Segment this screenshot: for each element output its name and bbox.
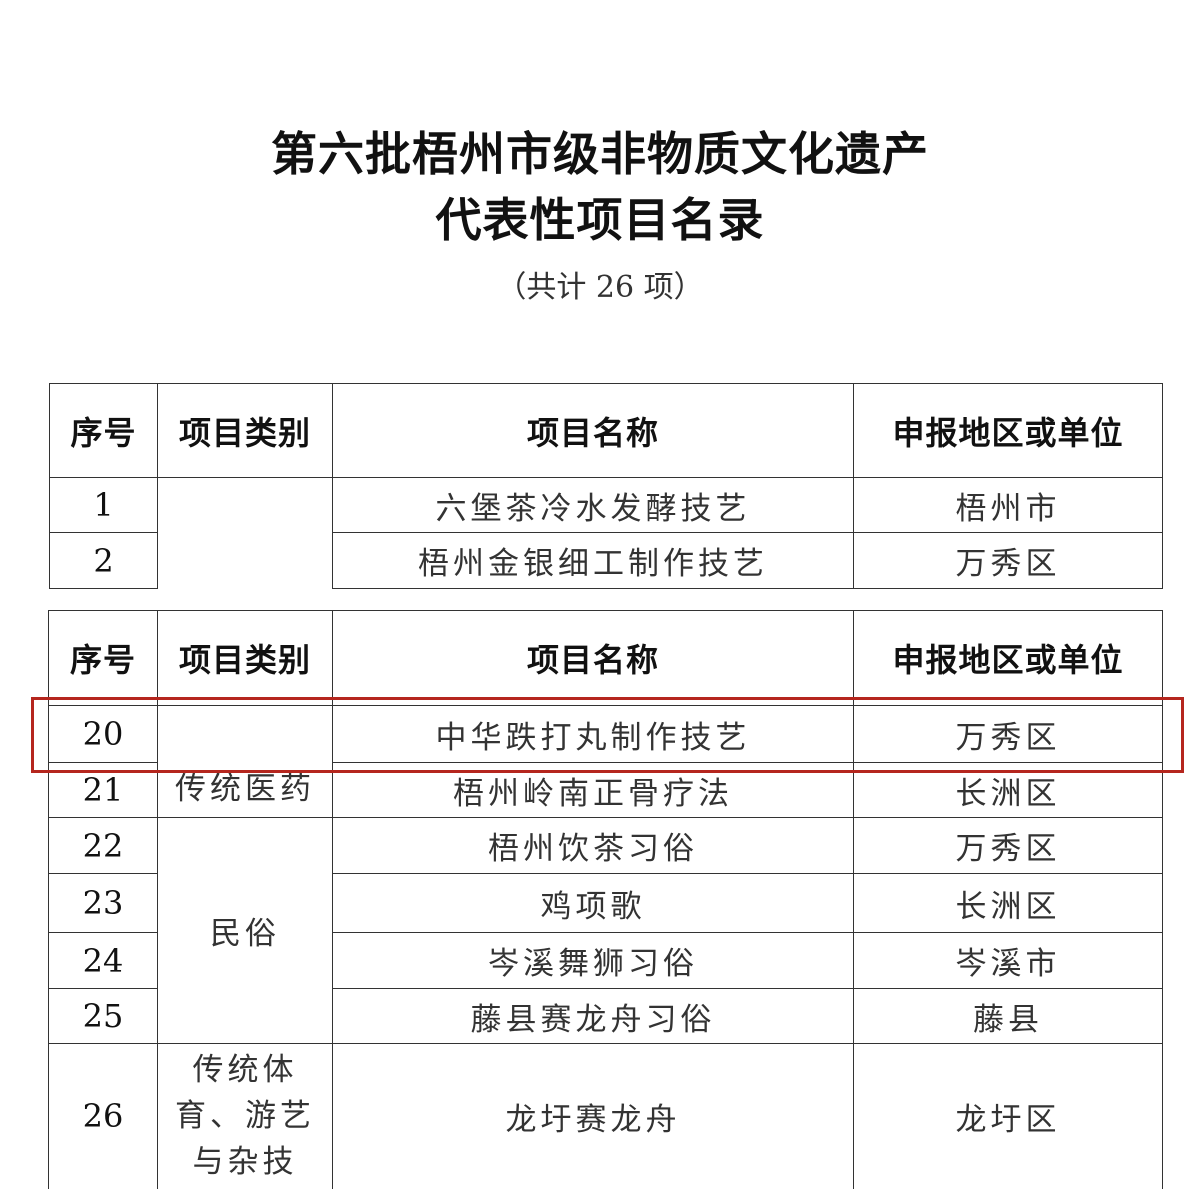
row-region: 龙圩区 [853,1043,1163,1189]
row-no: 25 [48,988,158,1044]
row-name: 梧州饮茶习俗 [332,817,854,874]
heritage-table-2: 序号 项目类别 项目名称 申报地区或单位 20 传统医药 中华跌打丸制作技艺 万… [48,610,1163,1189]
header-name: 项目名称 [332,610,854,706]
document-subtitle: （共计 26 项） [496,270,704,305]
row-region: 万秀区 [853,532,1163,589]
header-no: 序号 [48,610,158,706]
row-no: 26 [48,1043,158,1189]
header-region: 申报地区或单位 [853,610,1163,706]
row-name: 鸡项歌 [332,873,854,933]
header-region: 申报地区或单位 [853,383,1163,478]
category-label: 传统医药 [175,771,315,807]
row-region: 梧州市 [853,477,1163,533]
table-header-row: 序号 项目类别 项目名称 申报地区或单位 [49,383,1163,478]
table-row: 22 民俗 梧州饮茶习俗 万秀区 [48,817,1163,1044]
row-no: 22 [48,817,158,874]
row-category [157,477,333,589]
row-category: 传统医药 [157,705,333,818]
row-region: 万秀区 [853,817,1163,874]
row-no: 2 [49,532,158,589]
row-name: 梧州岭南正骨疗法 [332,762,854,818]
table-header-row: 序号 项目类别 项目名称 申报地区或单位 [48,610,1163,706]
table-row: 23 鸡项歌 长洲区 [48,873,1163,933]
row-name: 藤县赛龙舟习俗 [332,988,854,1044]
header-category: 项目类别 [157,610,333,706]
document-title-line2: 代表性项目名录 [435,193,765,247]
table-row: 2 梧州金银细工制作技艺 万秀区 [49,532,1163,589]
header-name: 项目名称 [332,383,854,478]
row-category: 民俗 [157,817,333,1044]
row-no: 20 [48,705,158,763]
category-line: 育、游艺 [175,1098,315,1135]
table-row: 20 传统医药 中华跌打丸制作技艺 万秀区 [48,705,1163,818]
header-no: 序号 [49,383,158,478]
row-region: 藤县 [853,988,1163,1044]
row-no: 23 [48,873,158,933]
table-row: 26 传统体 育、游艺 与杂技 龙圩赛龙舟 龙圩区 [48,1043,1163,1189]
row-region: 长洲区 [853,873,1163,933]
row-name: 六堡茶冷水发酵技艺 [332,477,854,533]
category-line: 与杂技 [192,1144,298,1181]
category-line: 传统体 [192,1052,298,1089]
heritage-table-1: 序号 项目类别 项目名称 申报地区或单位 1 六堡茶冷水发酵技艺 梧州市 2 梧… [49,383,1163,589]
row-region: 万秀区 [853,705,1163,763]
document-title-line1: 第六批梧州市级非物质文化遗产 [271,127,929,181]
header-category: 项目类别 [157,383,333,478]
row-no: 21 [48,762,158,818]
row-name: 梧州金银细工制作技艺 [332,532,854,589]
row-category: 传统体 育、游艺 与杂技 [157,1043,333,1189]
row-no: 1 [49,477,158,533]
row-name: 岑溪舞狮习俗 [332,932,854,989]
row-name: 中华跌打丸制作技艺 [332,705,854,763]
table-row: 24 岑溪舞狮习俗 岑溪市 [48,932,1163,989]
row-no: 24 [48,932,158,989]
table-row: 1 六堡茶冷水发酵技艺 梧州市 [49,477,1163,589]
row-name: 龙圩赛龙舟 [332,1043,854,1189]
row-region: 长洲区 [853,762,1163,818]
row-region: 岑溪市 [853,932,1163,989]
